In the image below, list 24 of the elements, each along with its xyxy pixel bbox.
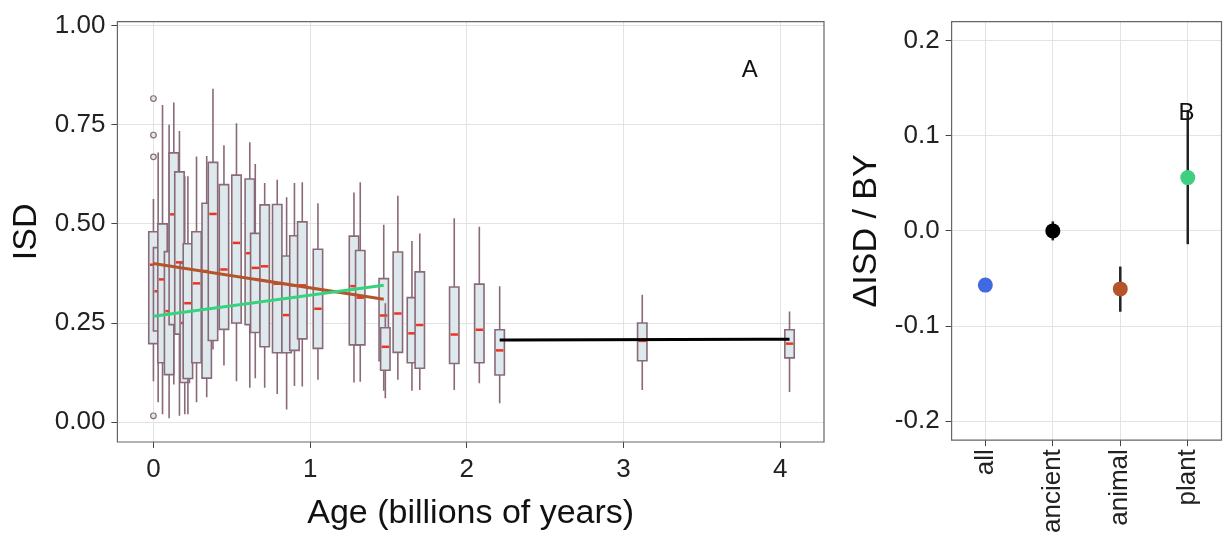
x-tick-label: plant xyxy=(1170,448,1201,506)
y-tick-label: 0.50 xyxy=(54,207,106,238)
x-tick-label: 1 xyxy=(302,452,318,483)
x-tick-label: 3 xyxy=(616,452,631,483)
x-tick-label: 2 xyxy=(459,452,475,483)
y-tick-label: 0.75 xyxy=(54,107,106,138)
x-tick-label: all xyxy=(968,449,999,476)
y-axis-title: ΔISD / BY xyxy=(844,154,883,308)
y-tick-label: 0.00 xyxy=(54,405,106,436)
y-tick-label: 0.25 xyxy=(54,306,106,337)
y-tick-label: -0.2 xyxy=(894,404,940,435)
y-tick-label: 0.1 xyxy=(903,118,940,149)
x-tick-label: 0 xyxy=(146,452,161,483)
annotation: B xyxy=(1178,98,1195,126)
y-tick-label: 1.00 xyxy=(54,8,106,39)
y-tick-label: -0.1 xyxy=(894,309,940,340)
x-axis-title: Age (billions of years) xyxy=(307,491,635,530)
x-tick-label: 4 xyxy=(772,452,788,483)
y-tick-label: 0.2 xyxy=(903,23,940,54)
y-axis-title: ISD xyxy=(4,203,43,261)
x-tick-label: animal xyxy=(1103,449,1134,526)
x-tick-label: ancient xyxy=(1035,448,1066,533)
y-tick-label: 0.0 xyxy=(903,214,940,245)
annotation: A xyxy=(741,54,758,82)
